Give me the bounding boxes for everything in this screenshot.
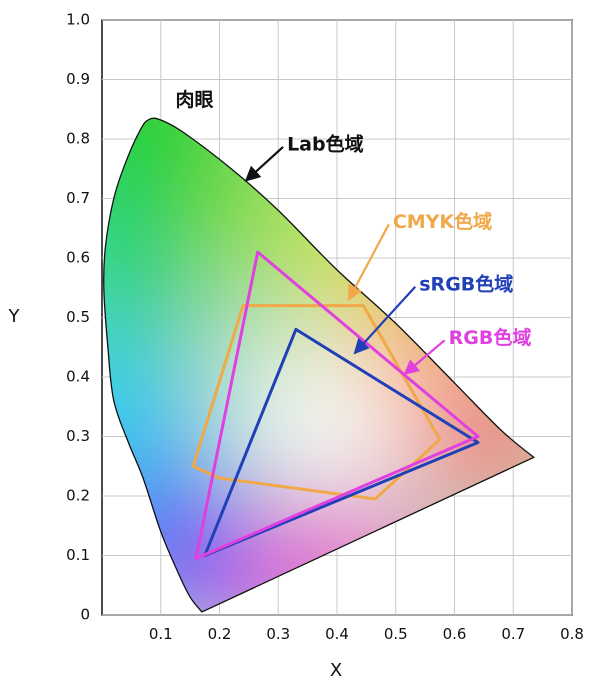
annotation-arrow-3 (347, 223, 390, 302)
x-tick-label-0-8: 0.8 (560, 625, 584, 643)
annotation-arrow-2 (244, 146, 284, 182)
y-tick-label-0-6: 0.6 (66, 249, 90, 267)
y-tick-label-0-3: 0.3 (66, 427, 90, 445)
gamut-cmyk-polygon (191, 304, 442, 501)
y-tick-label-1-0: 1.0 (66, 11, 90, 29)
y-tick-label-0-9: 0.9 (66, 70, 90, 88)
annotation-label-3: CMYK色域 (393, 210, 492, 233)
annotation-arrows (244, 146, 446, 376)
gamut-srgb-polygon (203, 327, 480, 557)
annotation-labels: 肉眼 Lab色域 CMYK色域 sRGB色域 RGB色域 (175, 88, 531, 349)
x-tick-label-0-1: 0.1 (149, 625, 173, 643)
y-tick-label-0-5: 0.5 (66, 308, 90, 326)
y-tick-label-0-1: 0.1 (66, 546, 90, 564)
x-tick-label-0-5: 0.5 (384, 625, 408, 643)
x-tick-label-0-7: 0.7 (501, 625, 525, 643)
x-tick-label-0-3: 0.3 (266, 625, 290, 643)
annotation-label-1: 肉眼 (175, 88, 213, 111)
x-axis-label: X (330, 660, 342, 681)
annotation-label-2: Lab色域 (287, 132, 364, 155)
x-tick-labels: 0.1 0.2 0.3 0.4 0.5 0.6 0.7 0.8 (149, 625, 584, 643)
x-tick-label-0-6: 0.6 (443, 625, 467, 643)
y-tick-label-0-2: 0.2 (66, 487, 90, 505)
y-tick-label-0-7: 0.7 (66, 189, 90, 207)
annotation-arrow-4 (353, 286, 417, 355)
spectral-locus-outline (103, 117, 536, 613)
annotation-label-5: RGB色域 (449, 326, 532, 349)
x-tick-label-0-4: 0.4 (325, 625, 349, 643)
y-tick-label-0-8: 0.8 (66, 130, 90, 148)
y-tick-label-0-4: 0.4 (66, 368, 90, 386)
y-tick-labels: 0 0.1 0.2 0.3 0.4 0.5 0.6 0.7 0.8 0.9 1.0 (66, 11, 90, 624)
annotation-arrow-5 (403, 339, 446, 376)
annotation-label-4: sRGB色域 (419, 272, 513, 295)
y-tick-label-0: 0 (80, 606, 90, 624)
x-tick-label-0-2: 0.2 (208, 625, 232, 643)
y-axis-label: Y (8, 306, 21, 327)
